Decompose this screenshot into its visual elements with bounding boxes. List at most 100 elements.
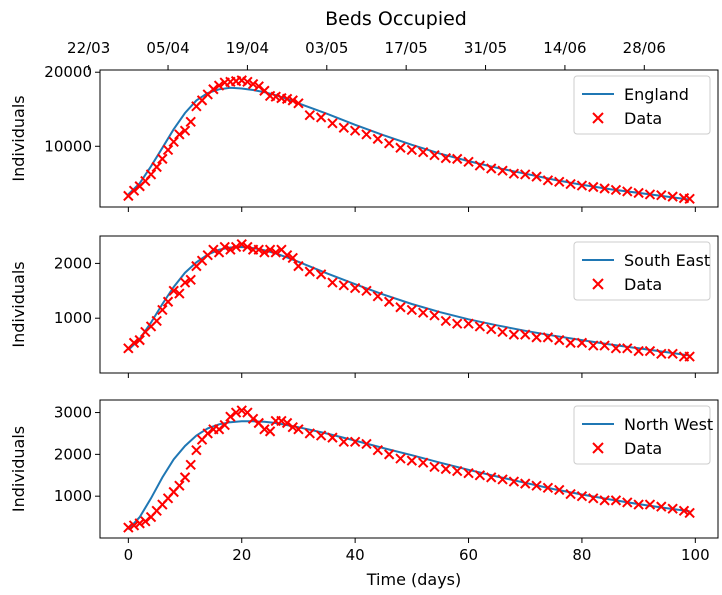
legend-label-data: Data xyxy=(624,109,662,128)
data-point-marker xyxy=(179,472,191,483)
data-point-marker xyxy=(497,326,508,338)
data-point-marker xyxy=(174,480,185,491)
data-point-marker xyxy=(474,160,486,171)
data-point-marker xyxy=(293,260,304,272)
data-point-marker xyxy=(576,490,588,502)
plot-frame xyxy=(99,69,719,208)
data-point-marker xyxy=(191,444,202,456)
data-point-marker xyxy=(440,463,452,475)
legend-marker-swatch xyxy=(592,112,604,124)
data-point-marker xyxy=(157,153,168,165)
data-point-marker xyxy=(406,455,418,466)
legend-marker-swatch xyxy=(592,442,604,454)
data-point-marker xyxy=(179,277,191,288)
data-point-marker xyxy=(213,80,225,91)
data-point-marker xyxy=(656,348,667,360)
data-point-marker xyxy=(610,343,622,354)
legend-label-data: Data xyxy=(624,275,662,294)
data-point-marker xyxy=(588,340,599,351)
data-point-marker xyxy=(327,118,338,129)
data-point-marker xyxy=(429,149,440,161)
data-point-marker xyxy=(440,315,452,327)
data-points xyxy=(123,75,695,205)
data-point-marker xyxy=(174,129,185,140)
data-point-marker xyxy=(225,244,236,255)
data-point-marker xyxy=(304,266,315,277)
data-point-marker xyxy=(417,307,429,318)
legend-marker-swatch xyxy=(592,278,604,290)
data-point-marker xyxy=(565,178,576,190)
data-point-marker xyxy=(497,165,508,176)
data-point-marker xyxy=(667,503,678,514)
data-point-marker xyxy=(293,98,304,109)
legend-box xyxy=(573,241,711,301)
data-point-marker xyxy=(157,304,168,316)
data-point-marker xyxy=(287,252,298,264)
data-point-marker xyxy=(128,337,140,349)
data-point-marker xyxy=(599,340,610,351)
data-point-marker xyxy=(168,285,179,297)
data-point-marker xyxy=(123,522,134,533)
data-point-marker xyxy=(395,142,406,153)
data-point-marker xyxy=(508,329,520,340)
x-tick-label: 0 xyxy=(124,546,134,564)
y-tick-label: 10000 xyxy=(44,137,92,155)
top-axis-date-label: 19/04 xyxy=(226,39,269,57)
legend-box xyxy=(573,75,711,135)
legend-box xyxy=(573,405,711,465)
data-point-marker xyxy=(554,334,565,346)
y-tick-label: 3000 xyxy=(54,404,92,422)
data-point-marker xyxy=(185,116,196,128)
data-point-marker xyxy=(327,432,338,443)
data-point-marker xyxy=(588,493,599,504)
data-point-marker xyxy=(151,161,162,173)
data-point-marker xyxy=(383,138,395,149)
data-point-marker xyxy=(361,285,372,297)
legend-label-model: North West xyxy=(624,415,713,434)
data-point-marker xyxy=(208,84,219,95)
data-point-marker xyxy=(565,488,576,500)
data-point-marker xyxy=(372,133,384,145)
plot-frame xyxy=(99,399,719,539)
data-point-marker xyxy=(281,249,293,261)
x-tick-label: 60 xyxy=(459,546,478,564)
data-point-marker xyxy=(315,430,327,441)
data-point-marker xyxy=(644,499,656,510)
data-point-marker xyxy=(247,413,259,425)
data-point-marker xyxy=(565,337,576,349)
data-point-marker xyxy=(259,247,270,258)
top-axis-date-label: 22/03 xyxy=(67,39,110,57)
data-point-marker xyxy=(633,345,644,357)
y-tick-label: 2000 xyxy=(54,254,92,272)
data-point-marker xyxy=(383,296,395,307)
model-line xyxy=(127,245,690,357)
data-point-marker xyxy=(247,78,259,90)
data-point-marker xyxy=(508,476,520,487)
data-point-marker xyxy=(134,518,145,529)
figure-title: Beds Occupied xyxy=(325,8,467,30)
data-point-marker xyxy=(225,411,236,422)
data-point-marker xyxy=(349,125,361,136)
panel-england: 10000 20000 Individuals England Data xyxy=(9,63,719,212)
data-point-marker xyxy=(576,337,588,349)
data-point-marker xyxy=(236,405,247,416)
plot-frame xyxy=(99,235,719,374)
data-point-marker xyxy=(185,459,196,471)
data-point-marker xyxy=(429,461,440,473)
data-point-marker xyxy=(531,480,542,491)
panel-south-east: 1000 2000 Individuals South East Data xyxy=(9,235,719,378)
x-tick-label: 80 xyxy=(572,546,591,564)
y-tick-label: 20000 xyxy=(44,63,92,81)
data-point-marker xyxy=(145,169,157,180)
data-point-marker xyxy=(287,421,298,433)
y-axis-label: Individuals xyxy=(9,426,28,512)
x-tick-label: 100 xyxy=(681,546,710,564)
data-point-marker xyxy=(361,438,372,450)
data-point-marker xyxy=(599,495,610,506)
data-point-marker xyxy=(372,291,384,302)
data-point-marker xyxy=(349,282,361,294)
data-point-marker xyxy=(531,332,542,343)
data-point-marker xyxy=(174,288,185,299)
legend-label-data: Data xyxy=(624,439,662,458)
